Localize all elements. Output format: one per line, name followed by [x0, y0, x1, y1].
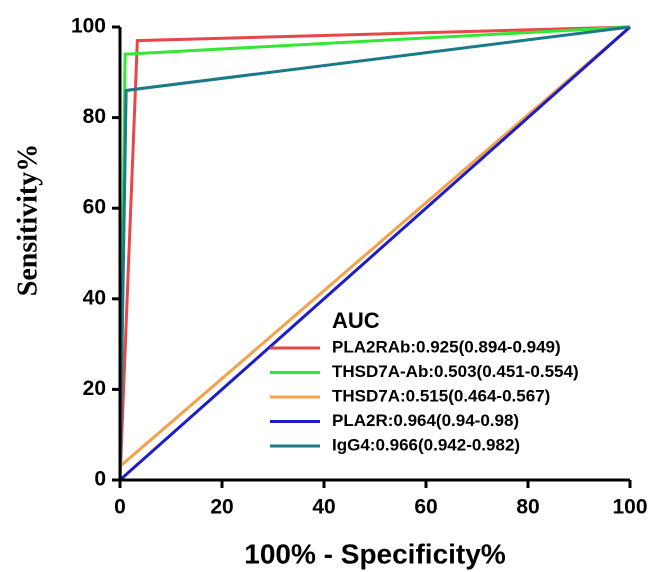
roc-line — [118, 25, 631, 481]
y-tick-label: 60 — [83, 196, 106, 219]
y-tick-label: 100 — [71, 15, 106, 38]
y-tick-label: 80 — [83, 105, 106, 128]
y-axis-title: Sensitivity% — [12, 144, 43, 296]
roc-line — [119, 25, 631, 468]
x-tick-label: 40 — [312, 496, 335, 519]
y-tick-label: 20 — [83, 377, 106, 400]
x-tick-label: 0 — [114, 496, 126, 519]
axes — [118, 27, 630, 482]
y-tick-label: 0 — [94, 468, 106, 491]
roc-line — [118, 25, 631, 481]
x-tick-label: 60 — [414, 496, 437, 519]
legend-label: IgG4:0.966(0.942-0.982) — [332, 435, 520, 454]
y-tick-label: 40 — [83, 286, 106, 309]
x-axis-title: 100% - Specificity% — [244, 538, 506, 569]
legend-label: PLA2RAb:0.925(0.894-0.949) — [332, 337, 561, 356]
legend-label: THSD7A:0.515(0.464-0.567) — [332, 386, 550, 405]
legend-label: THSD7A-Ab:0.503(0.451-0.554) — [332, 362, 579, 381]
x-tick-label: 20 — [210, 496, 233, 519]
x-tick-label: 100 — [612, 496, 647, 519]
roc-line — [119, 25, 631, 482]
x-tick-label: 80 — [516, 496, 539, 519]
legend-label: PLA2R:0.964(0.94-0.98) — [332, 411, 519, 430]
legend-title: AUC — [332, 308, 380, 333]
